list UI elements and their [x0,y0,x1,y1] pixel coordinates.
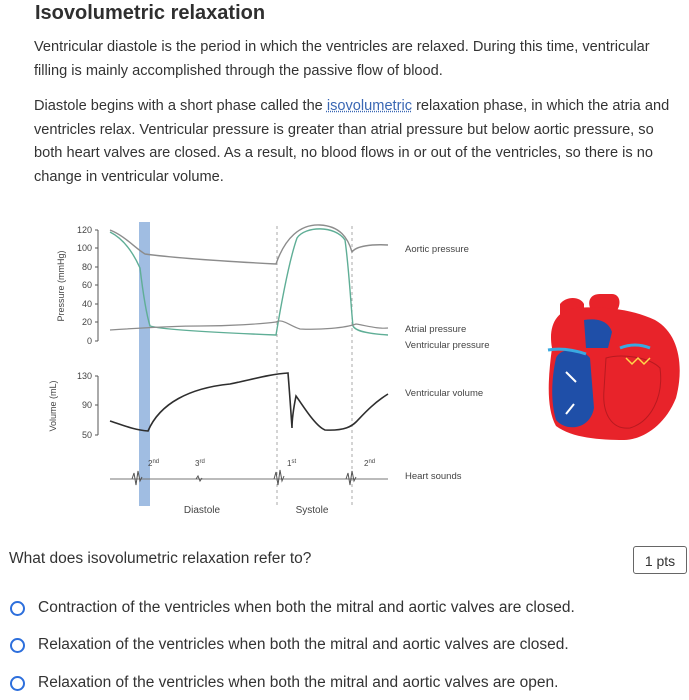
volume-tick-130: 130 [77,371,92,381]
ventricular-volume-label: Ventricular volume [405,388,483,399]
aortic-pressure-curve [109,224,389,265]
points-badge: 1 pts [633,546,687,574]
pressure-tick-80: 80 [82,262,92,272]
sound-label-3rd: 3rd [195,459,205,468]
paragraph-text-after: relaxation phase, in which the atria and… [34,98,670,185]
page-title: Isovolumetric relaxation [35,2,266,24]
volume-axis-label: Volume (mL) [48,380,58,431]
atrial-pressure-curve [109,320,389,331]
systole-label: Systole [296,505,329,516]
sound-label-1st: 1st [287,459,296,468]
pressure-axis-label: Pressure (mmHg) [56,250,66,321]
volume-tick-90: 90 [82,400,92,410]
pressure-tick-20: 20 [82,317,92,327]
answer-option-3[interactable]: Relaxation of the ventricles when both t… [10,670,558,696]
sound-wave-1st [273,469,285,486]
heart-sounds-trace [110,469,388,486]
ventricular-pressure-curve [109,228,389,336]
answer-option-1[interactable]: Contraction of the ventricles when both … [10,595,575,621]
pressure-axis: 120 100 80 60 40 20 0 Pressure (mmHg) [56,225,99,346]
radio-button-icon[interactable] [10,675,25,691]
answer-option-label: Relaxation of the ventricles when both t… [38,636,569,653]
volume-axis: 130 90 50 Volume (mL) [48,371,99,440]
pressure-tick-40: 40 [82,299,92,309]
ventricular-volume-curve [109,372,389,432]
cardiac-cycle-diagram: 120 100 80 60 40 20 0 Pressure (mmHg) 13… [48,222,680,516]
sound-wave-2nd-a [131,470,143,486]
pressure-tick-0: 0 [87,336,92,346]
ventricular-pressure-label: Ventricular pressure [405,340,489,351]
aortic-pressure-label: Aortic pressure [405,244,469,255]
diastole-paragraph: Diastole begins with a short phase calle… [34,95,684,189]
atrial-pressure-label: Atrial pressure [405,324,466,335]
intro-paragraph: Ventricular diastole is the period in wh… [34,39,650,79]
radio-button-icon[interactable] [10,600,25,616]
volume-tick-50: 50 [82,430,92,440]
diastole-label: Diastole [184,505,221,516]
pressure-tick-120: 120 [77,225,92,235]
sound-label-2nd-b: 2nd [364,459,375,468]
pressure-tick-60: 60 [82,280,92,290]
answer-option-label: Relaxation of the ventricles when both t… [38,674,559,691]
sound-label-2nd-a: 2nd [148,459,159,468]
paragraph-text-before: Diastole begins with a short phase calle… [34,98,327,114]
radio-button-icon[interactable] [10,637,25,653]
sound-wave-2nd-b [345,470,357,486]
heart-sounds-label: Heart sounds [405,471,462,482]
isovolumetric-highlight-band [139,222,150,506]
answer-option-label: Contraction of the ventricles when both … [38,599,575,616]
pressure-tick-100: 100 [77,243,92,253]
answer-option-2[interactable]: Relaxation of the ventricles when both t… [10,632,569,658]
sound-wave-3rd [195,474,203,483]
question-text: What does isovolumetric relaxation refer… [9,550,312,567]
isovolumetric-link[interactable]: isovolumetric [326,98,413,114]
heart-illustration-icon [547,294,680,440]
